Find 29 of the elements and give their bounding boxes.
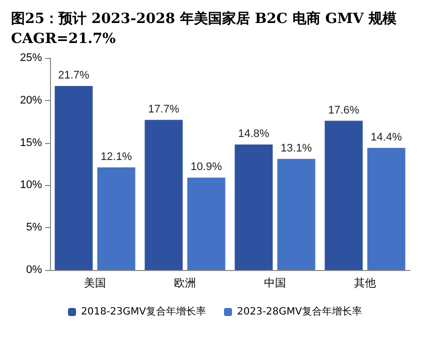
data-label: 14.4% xyxy=(370,131,402,144)
bar xyxy=(277,158,316,270)
legend-label: 2023-28GMV复合年增长率 xyxy=(237,306,362,318)
y-tick-label: 10% xyxy=(20,179,42,192)
x-tick-label: 中国 xyxy=(264,276,286,290)
data-label: 10.9% xyxy=(190,161,222,174)
data-label: 12.1% xyxy=(100,150,132,163)
data-label: 17.6% xyxy=(328,104,360,116)
bar xyxy=(234,144,273,270)
data-label: 13.1% xyxy=(280,142,312,154)
y-tick-label: 15% xyxy=(20,136,42,149)
bar xyxy=(144,120,183,270)
data-label: 17.7% xyxy=(148,103,180,116)
data-label: 21.7% xyxy=(58,69,90,82)
bar xyxy=(367,148,406,270)
bar xyxy=(187,178,226,270)
bar xyxy=(324,120,363,270)
chart-title: 图25：预计 2023-2028 年美国家居 B2C 电商 GMV 规模 CAGR=21.7% xyxy=(11,10,402,47)
y-tick-label: 25% xyxy=(20,52,42,64)
x-tick-label: 其他 xyxy=(354,276,376,290)
x-tick-label: 欧洲 xyxy=(174,276,196,290)
bar xyxy=(54,86,93,270)
x-tick-label: 美国 xyxy=(84,276,106,290)
y-tick-label: 5% xyxy=(26,222,42,234)
y-tick-label: 0% xyxy=(26,264,42,276)
y-tick-label: 20% xyxy=(20,94,42,106)
data-label: 14.8% xyxy=(238,128,270,140)
legend-label: 2018-23GMV复合年增长率 xyxy=(81,306,206,318)
bar xyxy=(97,167,136,270)
